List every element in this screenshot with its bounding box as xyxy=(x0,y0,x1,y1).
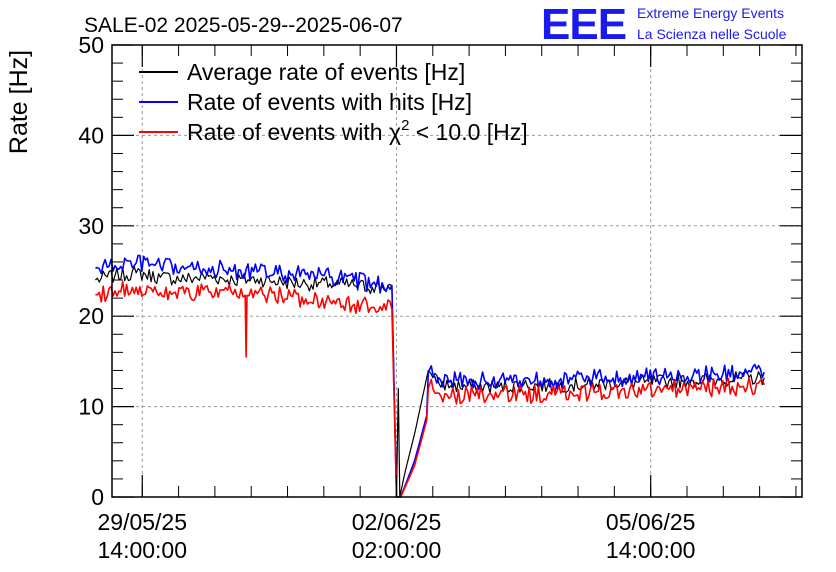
y-tick-label: 10 xyxy=(78,394,104,420)
y-tick-label: 40 xyxy=(78,122,104,148)
eee-logo: EEE Extreme Energy Events La Scienza nel… xyxy=(541,0,787,49)
legend-label: Rate of events with χ2 < 10.0 [Hz] xyxy=(187,117,528,145)
series-line xyxy=(94,266,765,498)
x-tick-label-time: 02:00:00 xyxy=(352,537,442,563)
axes: 0102030405029/05/2514:00:0002/06/2502:00… xyxy=(78,32,802,563)
chart-title: SALE-02 2025-05-29--2025-06-07 xyxy=(84,14,403,37)
logo-line-2: La Scienza nelle Scuole xyxy=(637,26,787,42)
logo-mark: EEE xyxy=(541,0,626,49)
y-tick-label: 0 xyxy=(91,484,104,510)
legend: Average rate of events [Hz] Rate of event… xyxy=(139,59,528,145)
x-tick-label-date: 02/06/25 xyxy=(352,509,442,535)
series-line xyxy=(95,280,765,498)
x-tick-label-date: 05/06/25 xyxy=(606,509,696,535)
grid-lines xyxy=(112,45,802,497)
y-tick-label: 30 xyxy=(78,213,104,239)
logo-line-1: Extreme Energy Events xyxy=(637,5,784,21)
plot-series xyxy=(94,254,765,498)
x-tick-label-time: 14:00:00 xyxy=(97,537,187,563)
y-tick-label: 50 xyxy=(78,32,104,58)
x-tick-label-time: 14:00:00 xyxy=(606,537,696,563)
x-tick-label-date: 29/05/25 xyxy=(97,509,187,535)
legend-label: Rate of events with hits [Hz] xyxy=(187,89,472,115)
plot-frame xyxy=(111,44,803,498)
legend-label: Average rate of events [Hz] xyxy=(187,59,465,85)
series-line xyxy=(95,254,765,498)
y-axis-title: Rate [Hz] xyxy=(5,50,33,154)
y-tick-label: 20 xyxy=(78,303,104,329)
